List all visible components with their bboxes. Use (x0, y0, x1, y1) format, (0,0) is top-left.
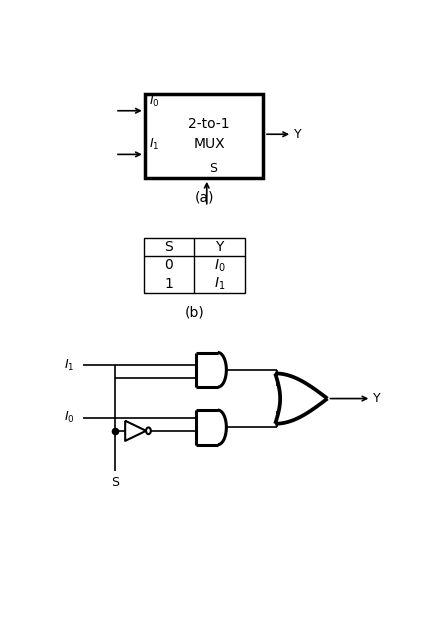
Text: $I_1$: $I_1$ (149, 138, 160, 153)
Text: $I_0$: $I_0$ (149, 93, 160, 109)
Text: 0: 0 (164, 259, 173, 272)
Text: $I_1$: $I_1$ (214, 275, 225, 292)
Text: Y: Y (372, 392, 380, 405)
Text: S: S (209, 162, 217, 175)
Text: (b): (b) (184, 306, 204, 320)
Text: $I_1$: $I_1$ (64, 358, 75, 373)
Text: (a): (a) (194, 191, 214, 205)
Circle shape (146, 427, 151, 434)
Bar (145, 94, 263, 178)
Text: Y: Y (215, 240, 223, 254)
Text: 1: 1 (164, 277, 173, 291)
Text: 2-to-1
MUX: 2-to-1 MUX (188, 118, 230, 151)
Text: S: S (164, 240, 173, 254)
Text: Y: Y (294, 128, 301, 141)
Text: $I_0$: $I_0$ (213, 257, 225, 273)
Text: $I_0$: $I_0$ (64, 410, 75, 426)
Bar (143, 238, 244, 293)
Text: S: S (111, 476, 119, 489)
